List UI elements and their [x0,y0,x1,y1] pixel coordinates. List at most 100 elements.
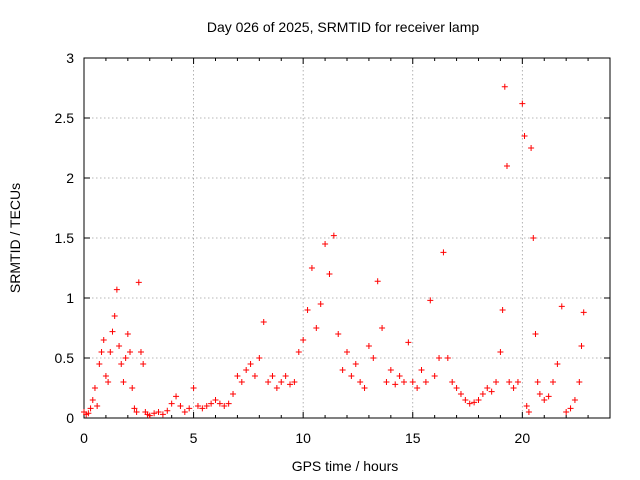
data-point [431,373,438,379]
y-tick-label: 1 [66,290,74,306]
data-point [335,331,342,337]
data-point [135,279,142,286]
data-point [506,379,513,385]
data-point [558,303,565,310]
data-point [190,385,197,391]
data-point [140,361,147,367]
x-tick-label: 0 [80,430,88,446]
data-point [418,367,425,373]
data-point [427,297,434,304]
data-point [453,385,460,391]
data-point [243,367,250,373]
data-point [137,349,144,355]
data-points [81,83,587,419]
data-point [94,403,101,409]
data-point [265,379,272,385]
data-point [251,373,258,379]
data-point [571,397,578,403]
data-point [186,405,193,412]
data-point [155,409,162,415]
data-point [282,373,289,379]
data-point [181,409,188,415]
data-point [113,286,120,293]
data-point [462,397,469,403]
data-point [260,319,267,325]
data-point [107,349,114,355]
data-point [317,301,324,307]
data-point [322,241,329,247]
x-tick-label: 20 [515,430,531,446]
data-point [370,355,377,361]
data-point [536,391,543,397]
data-point [348,373,355,379]
data-point [102,373,109,379]
data-point [131,405,138,412]
data-point [528,145,535,151]
y-tick-label: 1.5 [55,230,75,246]
data-point [532,331,539,337]
data-point [578,343,585,349]
data-point [530,235,537,241]
data-point [216,400,223,407]
data-point [361,385,368,391]
data-point [256,355,263,361]
data-point [396,373,403,379]
data-point [521,133,528,139]
data-point [457,391,464,397]
data-point [118,361,125,367]
data-point [499,307,506,313]
data-point [466,400,473,407]
data-point [400,379,407,385]
data-point [484,385,491,391]
data-point [436,355,443,361]
tick-layer: 0 0.5 1 1.5 2 2.5 3 0 5 10 15 20 [55,50,611,446]
data-point [440,249,447,256]
data-point [203,403,210,409]
data-point [383,379,390,385]
data-point [208,400,215,407]
data-point [501,83,508,90]
data-point [339,367,346,373]
data-point [173,393,180,400]
data-point [122,355,129,361]
data-point [374,278,381,285]
chart-title: Day 026 of 2025, SRMTID for receiver lam… [207,19,480,35]
data-point [89,397,96,403]
data-point [199,405,206,412]
data-point [534,379,541,385]
data-point [238,379,245,385]
data-point [567,405,574,412]
data-point [580,309,587,316]
data-point [230,391,237,397]
data-point [545,393,552,400]
data-point [357,379,364,385]
data-point [87,405,94,412]
data-point [563,409,570,415]
y-tick-label: 3 [66,50,74,66]
data-point [313,325,320,331]
data-point [96,361,103,367]
data-point [510,385,517,391]
y-tick-label: 0 [66,410,74,426]
data-point [479,391,486,397]
data-point [194,403,201,409]
data-point [503,163,510,169]
data-point [409,379,416,385]
data-point [493,379,500,385]
data-point [177,403,184,409]
data-point [525,409,532,415]
data-point [247,361,254,367]
data-point [105,379,112,385]
data-point [164,407,171,414]
data-point [554,361,561,367]
data-point [91,385,98,391]
data-point [300,337,307,343]
data-point [326,271,333,277]
data-point [98,349,105,355]
data-point [129,385,136,391]
data-point [387,367,394,373]
data-point [344,349,350,355]
data-point [269,373,276,379]
data-point [278,379,285,385]
